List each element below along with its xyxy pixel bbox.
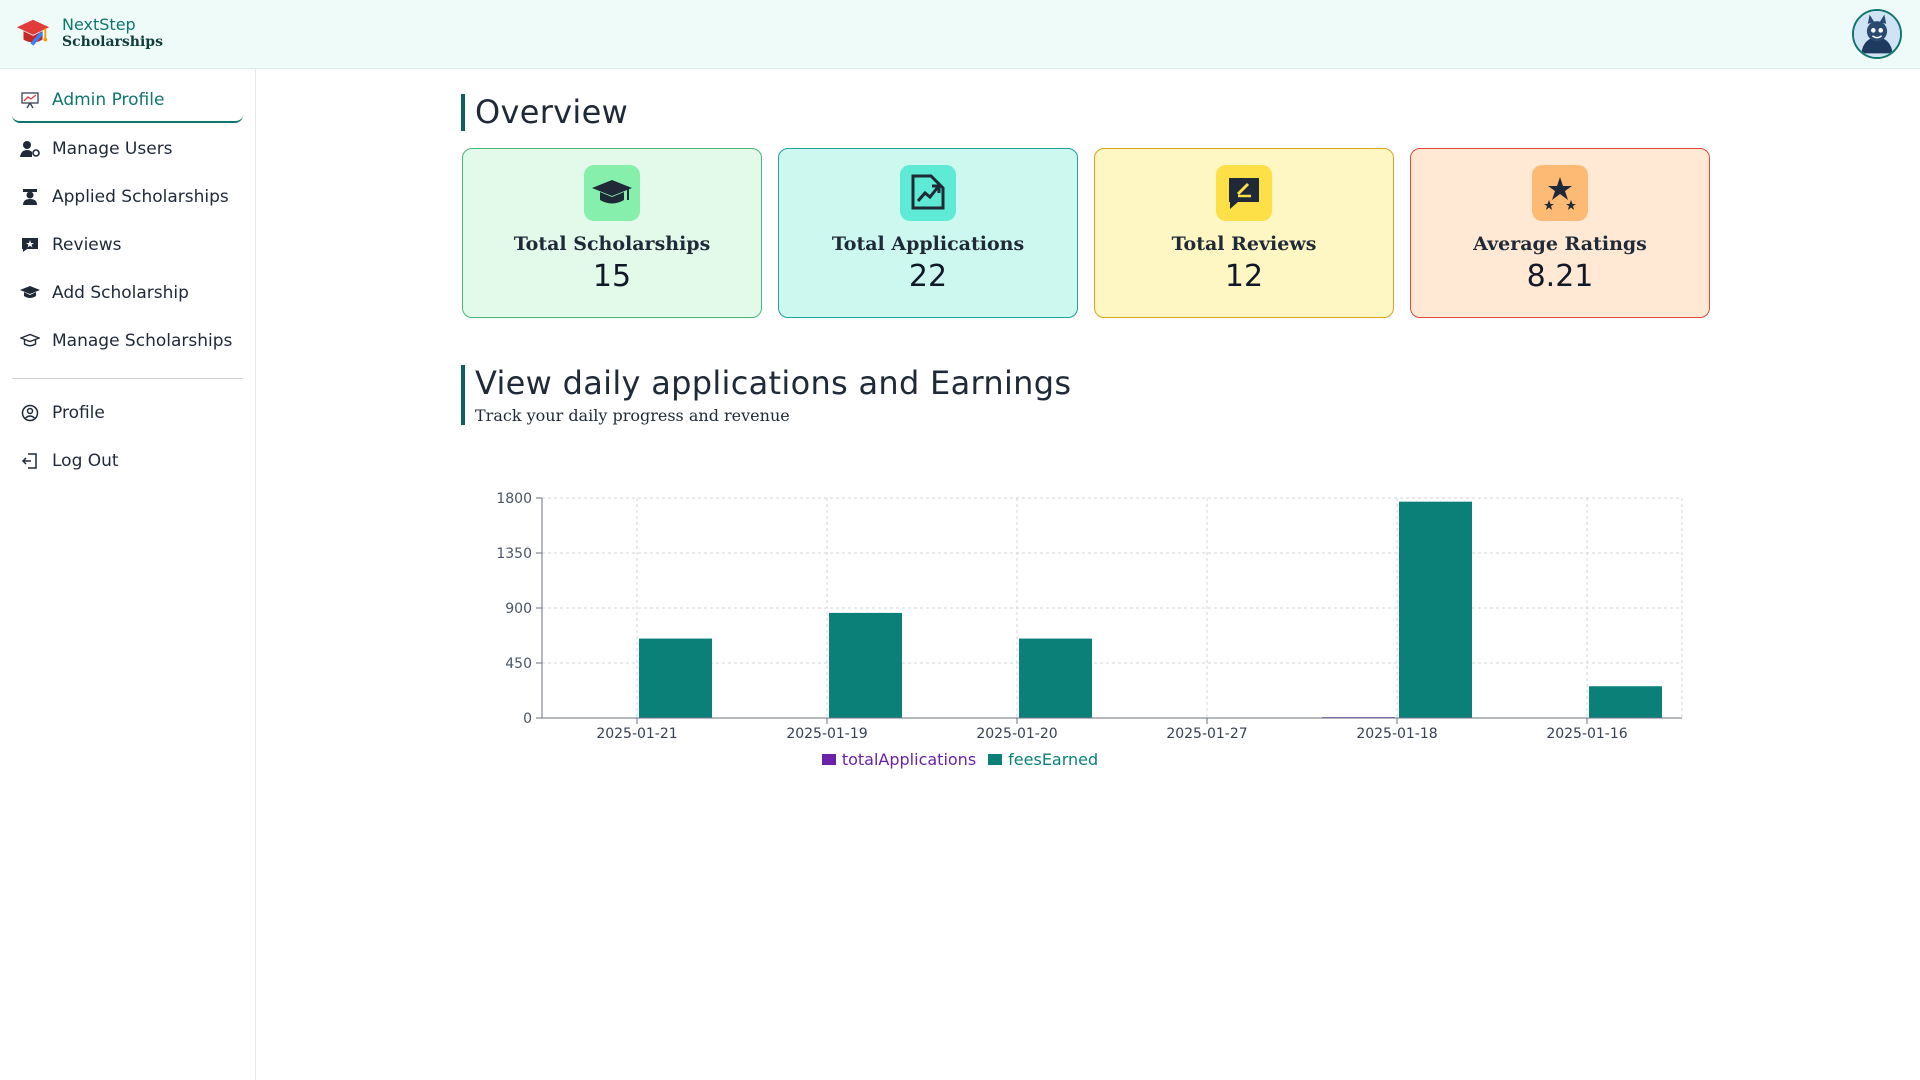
y-tick-label: 1800 xyxy=(496,491,532,507)
sidebar-item-label: Add Scholarship xyxy=(52,283,189,303)
card-total-reviews: Total Reviews 12 xyxy=(1094,148,1394,318)
sidebar-item-label: Applied Scholarships xyxy=(52,187,229,207)
rating-edit-icon xyxy=(1216,165,1272,221)
bar-fees-earned xyxy=(1399,501,1472,718)
x-tick-label: 2025-01-18 xyxy=(1356,726,1437,742)
sidebar-item-label: Log Out xyxy=(52,451,119,471)
avatar-image xyxy=(1854,11,1900,57)
legend-label: totalApplications xyxy=(841,750,977,769)
daily-title: View daily applications and Earnings xyxy=(475,364,1072,402)
card-value: 22 xyxy=(908,259,948,294)
avatar[interactable] xyxy=(1852,9,1902,59)
legend-item[interactable]: feesEarned xyxy=(988,750,1098,769)
sidebar-item-logout[interactable]: Log Out xyxy=(12,439,243,483)
sidebar-item-label: Admin Profile xyxy=(52,90,165,110)
card-label: Total Scholarships xyxy=(513,233,711,255)
brand-name: NextStep xyxy=(62,15,136,34)
graduation-logo-icon xyxy=(16,19,50,46)
card-total-applications: Total Applications 22 xyxy=(778,148,1078,318)
chart-legend: totalApplications feesEarned xyxy=(0,750,1920,769)
bar-fees-earned xyxy=(639,638,712,718)
card-label: Average Ratings xyxy=(1473,233,1647,255)
y-tick-label: 450 xyxy=(505,656,532,672)
card-total-scholarships: Total Scholarships 15 xyxy=(462,148,762,318)
card-value: 12 xyxy=(1224,259,1264,294)
sidebar-item-label: Manage Users xyxy=(52,139,173,159)
sidebar-item-manage-users[interactable]: Manage Users xyxy=(12,127,243,171)
x-tick-label: 2025-01-19 xyxy=(786,726,867,742)
mortarboard-icon xyxy=(20,283,40,303)
y-tick-label: 0 xyxy=(523,711,532,727)
graduate-icon xyxy=(20,187,40,207)
card-value: 8.21 xyxy=(1526,259,1594,294)
y-tick-label: 900 xyxy=(505,601,532,617)
review-icon xyxy=(20,235,40,255)
chart-up-icon xyxy=(900,165,956,221)
stars-icon xyxy=(1532,165,1588,221)
sidebar-item-manage-scholarships[interactable]: Manage Scholarships xyxy=(12,319,243,363)
daily-header: View daily applications and Earnings Tra… xyxy=(461,365,1071,425)
user-cog-icon xyxy=(20,139,40,159)
top-bar: NextStep Scholarships xyxy=(0,0,1920,69)
legend-item[interactable]: totalApplications xyxy=(821,750,977,769)
sidebar-item-label: Profile xyxy=(52,403,105,423)
overview-header: Overview xyxy=(461,94,628,131)
sidebar-item-profile[interactable]: Profile xyxy=(12,391,243,435)
overview-title: Overview xyxy=(475,93,629,131)
x-tick-label: 2025-01-16 xyxy=(1546,726,1627,742)
x-tick-label: 2025-01-20 xyxy=(976,726,1057,742)
sidebar-item-reviews[interactable]: Reviews xyxy=(12,223,243,267)
logout-icon xyxy=(20,451,40,471)
sidebar-divider xyxy=(12,378,243,379)
daily-subtitle: Track your daily progress and revenue xyxy=(475,405,790,425)
card-average-ratings: Average Ratings 8.21 xyxy=(1410,148,1710,318)
sidebar-item-admin-profile[interactable]: Admin Profile xyxy=(12,79,243,123)
legend-swatch xyxy=(988,754,1003,765)
sidebar-item-label: Reviews xyxy=(52,235,122,255)
y-tick-label: 1350 xyxy=(496,546,532,562)
daily-chart: 0 450 900 1350 1800 2025-01-21 2025-01-19 2025-… xyxy=(480,480,1700,780)
legend-label: feesEarned xyxy=(1008,750,1099,769)
presentation-chart-icon xyxy=(20,90,40,110)
card-label: Total Applications xyxy=(831,233,1025,255)
sidebar-item-label: Manage Scholarships xyxy=(52,331,233,351)
x-tick-label: 2025-01-27 xyxy=(1166,726,1247,742)
bar-fees-earned xyxy=(1589,686,1662,718)
card-label: Total Reviews xyxy=(1171,233,1317,255)
x-tick-label: 2025-01-21 xyxy=(596,726,677,742)
graduation-cap-icon xyxy=(584,165,640,221)
sidebar-item-add-scholarship[interactable]: Add Scholarship xyxy=(12,271,243,315)
user-circle-icon xyxy=(20,403,40,423)
bar-fees-earned xyxy=(829,612,902,718)
mortarboard-outline-icon xyxy=(20,331,40,351)
sidebar-item-applied-scholarships[interactable]: Applied Scholarships xyxy=(12,175,243,219)
legend-swatch xyxy=(821,754,836,765)
brand[interactable]: NextStep Scholarships xyxy=(14,14,163,52)
brand-subtitle: Scholarships xyxy=(62,34,163,51)
card-value: 15 xyxy=(592,259,632,294)
bar-chart: 0 450 900 1350 1800 2025-01-21 2025-01-19 2025-… xyxy=(496,491,1683,742)
sidebar: Admin Profile Manage Users Applied Schol… xyxy=(0,69,256,1080)
bar-fees-earned xyxy=(1019,638,1092,718)
